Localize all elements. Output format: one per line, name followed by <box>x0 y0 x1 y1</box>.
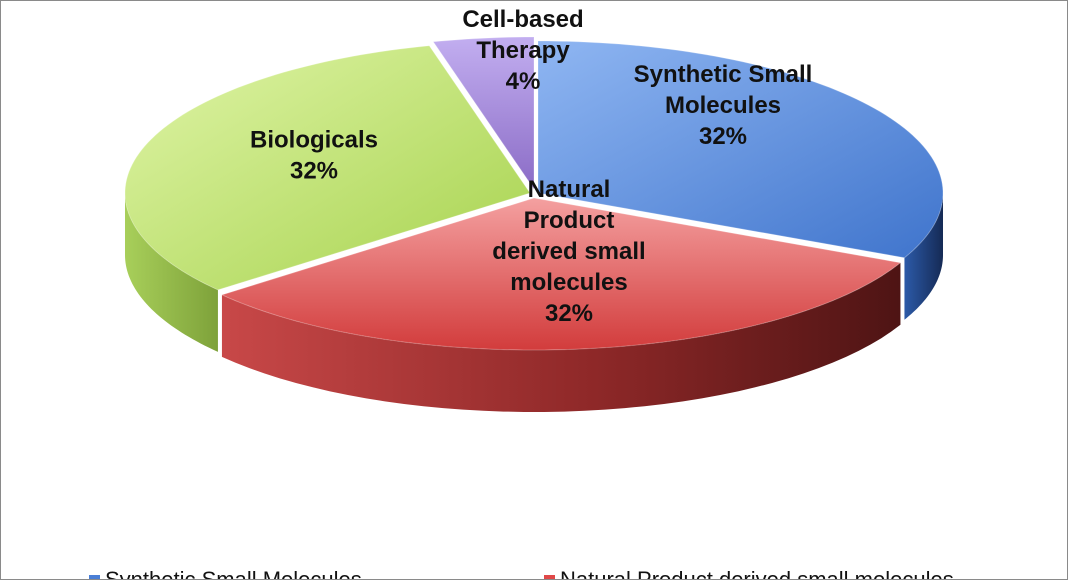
legend-swatch <box>544 574 555 579</box>
slice-label-3: Cell-based Therapy 4% <box>462 6 583 95</box>
slice-label-1: Natural Product derived small molecules 32% <box>492 176 645 327</box>
pie-slice-1 <box>220 197 902 351</box>
pie-side-0 <box>904 193 943 320</box>
legend-item-1: Natural Product derived small molecules <box>544 567 954 580</box>
pie-chart: Synthetic Small Molecules 32% Natural Produc… <box>124 6 944 412</box>
pie-side-2 <box>125 193 218 352</box>
legend-label: Synthetic Small Molecules <box>105 567 362 580</box>
legend-label: Natural Product derived small molecules <box>560 567 954 580</box>
legend-item-0: Synthetic Small Molecules <box>89 567 362 580</box>
slice-label-2: Biologicals 32% <box>250 127 378 185</box>
chart-legend: Synthetic Small Molecules Natural Product… <box>1 567 1067 580</box>
legend-swatch <box>89 574 100 579</box>
pie-slice-0 <box>537 40 944 259</box>
pie-slice-3 <box>432 36 535 191</box>
pie-side-1 <box>221 262 901 412</box>
slice-label-0: Synthetic Small Molecules 32% <box>634 61 813 150</box>
pie-slice-2 <box>124 45 531 291</box>
